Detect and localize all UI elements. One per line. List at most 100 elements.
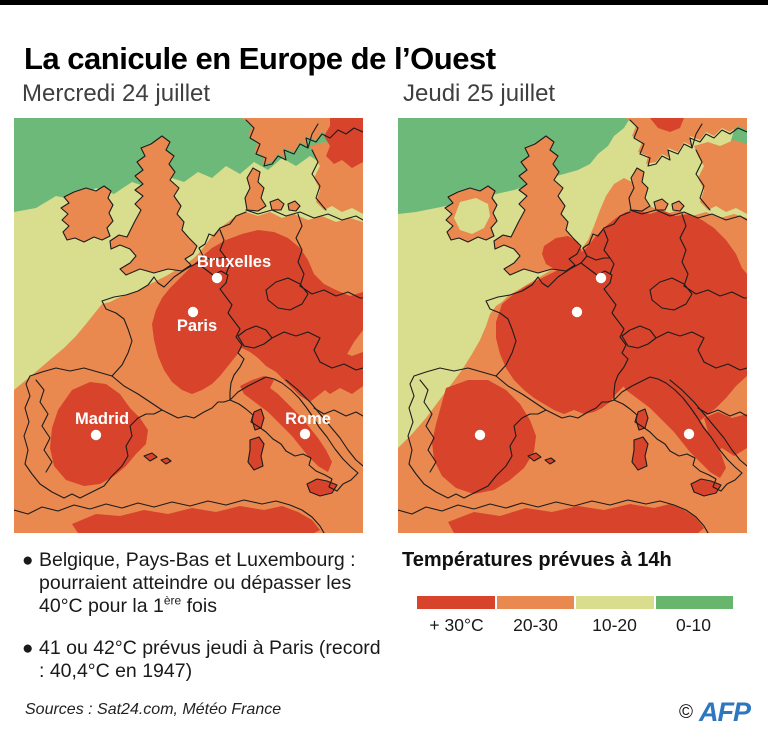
zone-30-plus: [704, 412, 747, 456]
weather-map-wednesday: Bruxelles Paris Madrid Rome: [14, 118, 363, 533]
city-label-paris: Paris: [177, 317, 217, 335]
country-border: [690, 478, 722, 497]
country-border: [202, 255, 227, 261]
zone-20-30-land: [110, 136, 197, 275]
country-border: [35, 379, 53, 473]
country-border: [703, 361, 747, 371]
country-border: [398, 499, 709, 533]
country-border: [671, 200, 685, 212]
country-border: [287, 200, 301, 212]
zone-30-plus: [152, 230, 363, 402]
legend-label-20-30: 20-30: [513, 615, 558, 635]
country-border: [251, 408, 265, 431]
city-dot-0: [595, 272, 607, 284]
island-hot: [691, 479, 721, 496]
city-label-bruxelles: Bruxelles: [197, 253, 271, 271]
country-border: [655, 331, 705, 363]
zone-30-plus: [324, 118, 363, 168]
country-border: [691, 123, 703, 149]
country-border: [299, 285, 363, 299]
zone-30-plus: [650, 118, 684, 132]
country-border: [580, 262, 629, 401]
country-border: [635, 408, 649, 431]
temperature-legend: Températures prévues à 14h + 30°C 20-30 …: [402, 549, 738, 635]
country-border: [545, 399, 615, 419]
country-border: [60, 185, 114, 243]
zone-20-30-land: [626, 118, 747, 164]
legend-labels: + 30°C 20-30 10-20 0-10: [417, 615, 733, 636]
country-border: [271, 331, 321, 363]
zone-30-plus: [622, 372, 726, 478]
country-border: [269, 198, 285, 211]
country-border: [306, 478, 338, 497]
denmark-land: [245, 168, 266, 211]
zone-20-30-land: [61, 186, 113, 242]
zone-10-20-patch: [454, 198, 490, 234]
country-border: [653, 198, 669, 211]
country-border: [679, 213, 689, 287]
note-text: Belgique, Pays-Bas et Luxembourg : pourr…: [39, 549, 356, 617]
country-border: [245, 209, 363, 221]
zone-30-plus: [496, 210, 747, 430]
country-border: [307, 123, 319, 149]
country-border: [485, 211, 631, 377]
legend-swatch-2: [576, 596, 654, 609]
city-dot-2: [90, 429, 102, 441]
island-hot: [632, 437, 648, 470]
country-border: [697, 407, 747, 417]
island-hot: [248, 437, 264, 470]
country-border: [628, 167, 651, 212]
country-border: [160, 457, 172, 465]
city-dot-3: [683, 428, 695, 440]
legend-color-bar: [417, 596, 733, 609]
country-border: [586, 255, 611, 261]
country-border: [143, 452, 158, 462]
top-rule: [0, 0, 768, 5]
notes-list: ● Belgique, Pays-Bas et Luxembourg : pour…: [22, 549, 382, 702]
country-border: [319, 361, 363, 371]
bullet-icon: ●: [22, 550, 34, 571]
country-border: [161, 399, 231, 419]
country-border: [493, 135, 582, 276]
legend-label-plus30: + 30°C: [429, 615, 484, 635]
city-dot-1: [571, 306, 583, 318]
country-border: [629, 209, 747, 221]
zone-0-10: [398, 118, 630, 214]
zone-30-plus: [240, 376, 332, 472]
country-border: [295, 213, 305, 287]
zone-20-30-land: [694, 140, 747, 214]
country-border: [683, 285, 747, 299]
note-item: ● 41 ou 42°C prévus jeudi à Paris (record…: [22, 637, 382, 683]
country-border: [23, 367, 163, 499]
afp-logo: AFP: [699, 697, 751, 727]
afp-credit: © AFP: [679, 697, 751, 728]
country-border: [649, 277, 693, 311]
zone-30-plus: [448, 504, 704, 533]
note-superscript: ère: [163, 593, 182, 608]
country-border: [229, 376, 359, 492]
sources-text: Sources : Sat24.com, Météo France: [25, 701, 282, 718]
country-border: [695, 149, 711, 211]
country-border: [544, 457, 556, 465]
legend-label-10-20: 10-20: [592, 615, 637, 635]
city-label-madrid: Madrid: [75, 410, 129, 428]
country-border: [603, 229, 615, 275]
country-border: [527, 452, 542, 462]
city-dot-0: [211, 272, 223, 284]
country-border: [419, 379, 437, 473]
legend-swatch-1: [496, 596, 574, 609]
city-dot-1: [187, 306, 199, 318]
note-text: 41 ou 42°C prévus jeudi à Paris (record …: [39, 637, 381, 682]
map-date-left: Mercredi 24 juillet: [22, 80, 211, 107]
country-border: [196, 262, 245, 401]
legend-swatch-0: [417, 596, 495, 609]
country-border: [444, 185, 498, 243]
country-border: [14, 499, 325, 533]
country-border: [613, 376, 743, 492]
copyright-icon: ©: [679, 701, 693, 723]
country-border: [109, 135, 198, 276]
country-border: [101, 211, 247, 377]
country-border: [669, 379, 747, 467]
legend-swatch-3: [655, 596, 733, 609]
